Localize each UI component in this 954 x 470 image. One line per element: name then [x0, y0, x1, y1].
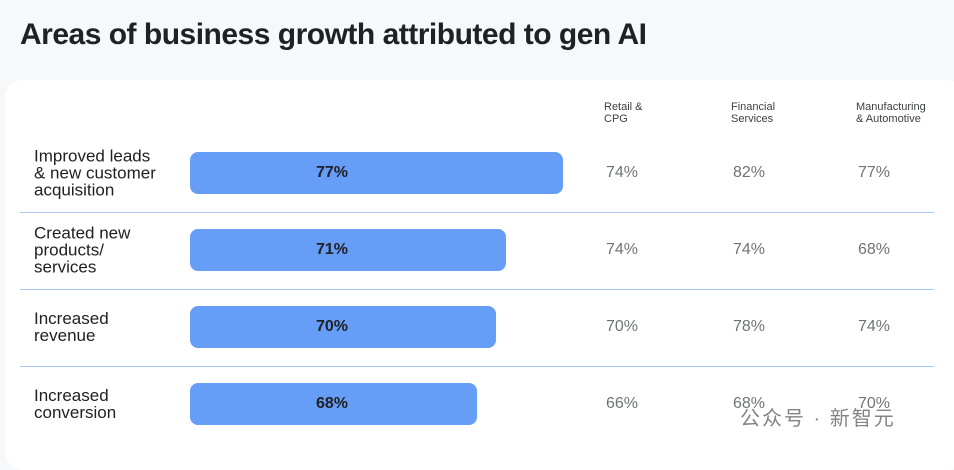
- bar: [190, 306, 497, 348]
- bar-value-label: 77%: [315, 164, 349, 181]
- bar-value-label: 71%: [315, 241, 349, 258]
- chart-title: Areas of business growth attributed to g…: [20, 18, 647, 51]
- column-header: Retail & CPG: [604, 101, 643, 125]
- bar: [190, 152, 563, 194]
- category-label: Created new products/ services: [34, 223, 131, 277]
- column-value: 74%: [606, 241, 639, 258]
- column-value: 68%: [733, 395, 766, 412]
- page: Areas of business growth attributed to g…: [20, 18, 934, 430]
- column-value: 68%: [858, 241, 891, 258]
- category-label: Improved leads & new customer acquisitio…: [34, 146, 156, 200]
- column-header: Financial Services: [731, 101, 776, 125]
- bar: [190, 229, 506, 271]
- column-value: 77%: [858, 164, 891, 181]
- bar: [190, 383, 477, 425]
- column-value: 74%: [606, 164, 639, 181]
- bar-value-label: 70%: [315, 318, 349, 335]
- column-value: 70%: [858, 395, 891, 412]
- category-label: Increased revenue: [34, 309, 109, 345]
- column-value: 66%: [606, 395, 639, 412]
- card: [5, 80, 954, 470]
- category-label: Increased conversion: [34, 386, 117, 422]
- column-value: 78%: [733, 318, 766, 335]
- watermark: 公众号 · 新智元: [740, 408, 896, 430]
- row-separator: [20, 211, 934, 213]
- column-value: 70%: [606, 318, 639, 335]
- row-separator: [20, 288, 934, 290]
- column-value: 74%: [858, 318, 891, 335]
- column-header: Manufacturing & Automotive: [856, 101, 926, 125]
- column-value: 74%: [733, 241, 766, 258]
- column-value: 82%: [733, 164, 766, 181]
- bar-value-label: 68%: [315, 395, 349, 412]
- row-separator: [20, 365, 934, 367]
